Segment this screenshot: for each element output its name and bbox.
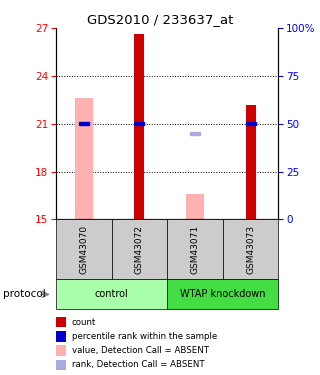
Bar bbox=[190, 132, 200, 135]
Bar bbox=[186, 194, 204, 219]
Text: protocol: protocol bbox=[3, 290, 46, 299]
Text: GSM43072: GSM43072 bbox=[135, 225, 144, 274]
Text: GDS2010 / 233637_at: GDS2010 / 233637_at bbox=[87, 13, 233, 26]
Text: percentile rank within the sample: percentile rank within the sample bbox=[72, 332, 217, 341]
Bar bbox=[245, 122, 256, 125]
Text: count: count bbox=[72, 318, 96, 327]
Text: GSM43071: GSM43071 bbox=[190, 225, 199, 274]
Bar bbox=[134, 34, 144, 219]
Bar bbox=[75, 98, 93, 219]
Bar bbox=[134, 122, 144, 125]
Text: GSM43070: GSM43070 bbox=[79, 225, 88, 274]
Text: rank, Detection Call = ABSENT: rank, Detection Call = ABSENT bbox=[72, 360, 204, 369]
Bar bbox=[79, 122, 89, 125]
Bar bbox=[245, 105, 256, 219]
Text: GSM43073: GSM43073 bbox=[246, 225, 255, 274]
Text: control: control bbox=[95, 290, 128, 299]
Text: value, Detection Call = ABSENT: value, Detection Call = ABSENT bbox=[72, 346, 209, 355]
Text: WTAP knockdown: WTAP knockdown bbox=[180, 290, 266, 299]
